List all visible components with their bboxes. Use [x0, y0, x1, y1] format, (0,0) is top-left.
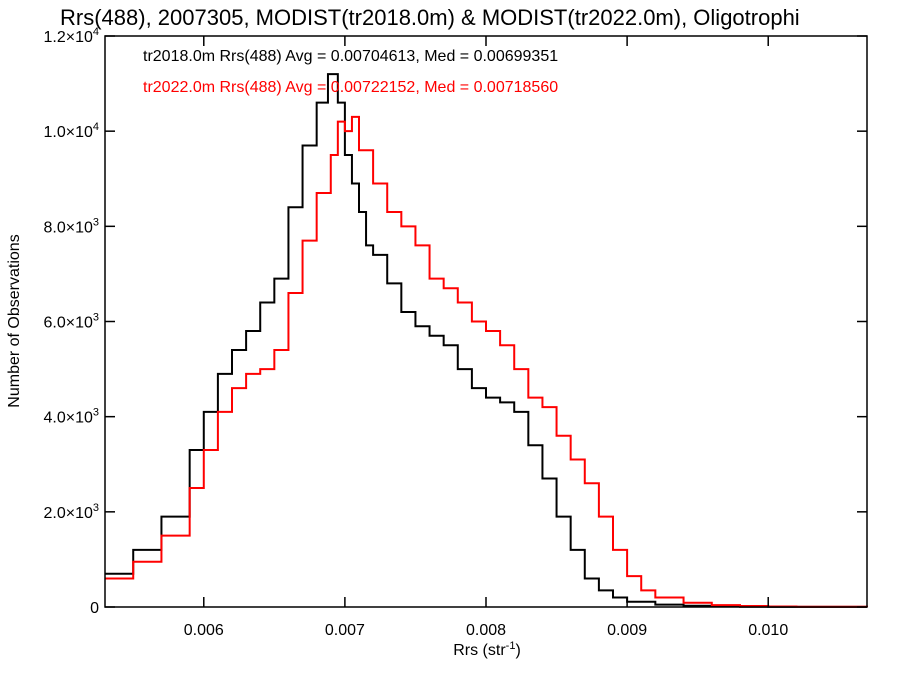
x-axis-label-superscript: -1 — [506, 640, 516, 652]
y-tick-label-exponent: 3 — [93, 407, 99, 419]
y-tick-label-mantissa: 2.0×10 — [43, 505, 92, 522]
y-tick-label-mantissa: 0 — [90, 600, 99, 617]
y-tick-label-mantissa: 4.0×10 — [43, 410, 92, 427]
x-axis-label-main: Rrs (str — [453, 642, 506, 659]
y-axis-label: Number of Observations — [6, 234, 23, 407]
y-tick-label-mantissa: 1.0×10 — [43, 124, 92, 141]
stats-line-series-2: tr2022.0m Rrs(488) Avg = 0.00722152, Med… — [143, 79, 558, 96]
x-tick-label: 0.009 — [607, 622, 647, 639]
y-tick-label-exponent: 3 — [93, 216, 99, 228]
y-tick-label-mantissa: 1.2×10 — [43, 29, 92, 46]
y-tick-label: 0 — [90, 600, 99, 617]
y-tick-label: 1.2×104 — [43, 26, 99, 46]
x-tick-label: 0.008 — [466, 622, 506, 639]
x-axis-label-end: ) — [515, 642, 520, 659]
y-tick-label-mantissa: 6.0×10 — [43, 315, 92, 332]
y-tick-label: 6.0×103 — [43, 312, 99, 332]
x-tick-label: 0.010 — [748, 622, 788, 639]
y-tick-label-exponent: 3 — [93, 312, 99, 324]
chart-title: Rrs(488), 2007305, MODIST(tr2018.0m) & M… — [60, 5, 800, 30]
series-line-1 — [105, 73, 868, 608]
x-axis: 0.006 0.007 0.008 0.009 0.010 — [184, 36, 788, 639]
series-line-2 — [105, 115, 868, 608]
y-tick-label-exponent: 4 — [93, 26, 99, 38]
y-tick-label: 1.0×104 — [43, 121, 99, 141]
y-axis: 02.0×1034.0×1036.0×1038.0×1031.0×1041.2×… — [43, 26, 867, 617]
x-tick-label: 0.006 — [184, 622, 224, 639]
y-tick-label: 8.0×103 — [43, 216, 99, 236]
plot-series — [105, 73, 868, 608]
stats-line-series-1: tr2018.0m Rrs(488) Avg = 0.00704613, Med… — [143, 48, 558, 65]
x-tick-label: 0.007 — [325, 622, 365, 639]
y-tick-label-exponent: 3 — [93, 502, 99, 514]
y-tick-label-mantissa: 8.0×10 — [43, 219, 92, 236]
y-tick-label-exponent: 4 — [93, 121, 99, 133]
y-tick-label: 2.0×103 — [43, 502, 99, 522]
y-tick-label: 4.0×103 — [43, 407, 99, 427]
x-axis-label: Rrs (str-1) — [453, 640, 521, 659]
